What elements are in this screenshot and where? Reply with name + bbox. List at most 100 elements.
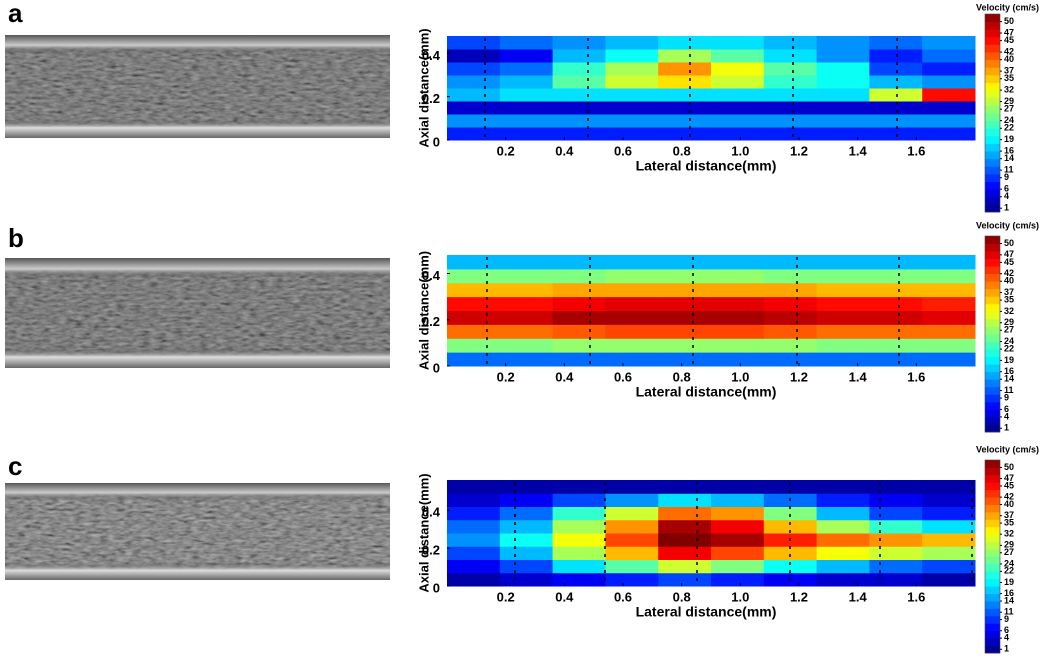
heat-cell — [499, 519, 554, 534]
heat-cell — [922, 296, 976, 311]
heat-cell — [447, 506, 501, 521]
panel-letter: b — [8, 223, 24, 253]
heat-cell — [552, 338, 606, 353]
heat-cell — [605, 559, 659, 574]
colorbar-tick-label: 37 — [1004, 287, 1014, 297]
heat-cell — [922, 268, 976, 284]
heat-cell — [447, 533, 501, 547]
heat-cell — [922, 75, 976, 89]
colorbar-tick-label: 14 — [1004, 374, 1014, 384]
heat-cell — [552, 49, 606, 63]
heat-cell — [763, 296, 818, 311]
colorbar-frame — [984, 459, 1001, 654]
heat-cell — [605, 255, 659, 270]
heat-cell — [552, 559, 606, 574]
colorbar-tick-label: 37 — [1004, 510, 1014, 520]
heat-cell — [816, 49, 870, 63]
colorbar-tick-label: 42 — [1004, 491, 1014, 501]
heat-cell — [552, 114, 606, 128]
heat-cell — [447, 296, 501, 311]
heat-cell — [711, 114, 765, 128]
x-tick-label: 1.6 — [907, 143, 925, 158]
heat-cell — [499, 338, 554, 353]
colorbar-step — [985, 349, 1000, 358]
colorbar-tick-label: 24 — [1004, 558, 1014, 568]
heat-cell — [869, 546, 923, 560]
heat-cell — [816, 36, 870, 50]
heat-cell — [922, 352, 976, 367]
heat-cell — [605, 49, 659, 63]
heat-cell — [658, 533, 712, 547]
heat-cell — [711, 282, 765, 298]
colorbar-tick-label: 45 — [1004, 480, 1014, 490]
heat-cell — [711, 49, 765, 63]
heat-cell — [447, 127, 501, 141]
heat-cell — [499, 36, 554, 50]
heat-cell — [816, 572, 870, 587]
x-tick-label: 0.8 — [673, 369, 691, 384]
heat-cell — [869, 114, 923, 128]
heat-cell — [552, 324, 606, 339]
heat-cell — [605, 101, 659, 115]
colorbar-step — [985, 181, 1000, 190]
heat-cell — [605, 572, 659, 587]
colorbar-step — [985, 401, 1000, 410]
colorbar-tick-label: 50 — [1004, 16, 1014, 26]
heat-cell — [605, 338, 659, 353]
heat-cell — [869, 310, 923, 325]
heat-cell — [763, 506, 818, 521]
heat-cell — [922, 572, 976, 587]
heat-cell — [447, 546, 501, 560]
heat-cell — [658, 282, 712, 298]
heat-cell — [816, 310, 870, 325]
heat-cell — [711, 324, 765, 339]
heat-cell — [869, 480, 923, 494]
heat-cell — [763, 127, 818, 141]
heat-cell — [763, 36, 818, 50]
heat-cell — [711, 338, 765, 353]
colorbar-tick-label: 16 — [1004, 145, 1014, 155]
y-tick-label: 0.2 — [422, 543, 440, 558]
colorbar-step — [985, 251, 1000, 260]
heat-cell — [869, 533, 923, 547]
colorbar-tick-label: 22 — [1004, 343, 1014, 353]
heat-cell — [605, 506, 659, 521]
heat-cell — [499, 572, 554, 587]
heat-cell — [658, 506, 712, 521]
colorbar-tick-label: 24 — [1004, 336, 1014, 346]
heat-cell — [552, 75, 606, 89]
colorbar-tick-label: 1 — [1004, 644, 1009, 654]
heat-cell — [605, 519, 659, 534]
colorbar-tick-label: 9 — [1004, 614, 1009, 624]
colorbar-step — [985, 97, 1000, 106]
heat-cell — [869, 296, 923, 311]
vessel-wall — [5, 35, 390, 138]
colorbar-step — [985, 303, 1000, 312]
heat-cell — [499, 88, 554, 102]
heat-cell — [658, 296, 712, 311]
colorbar-step — [985, 519, 1000, 528]
heat-cell — [763, 282, 818, 298]
heat-cell — [869, 506, 923, 521]
heat-cell — [552, 127, 606, 141]
heat-cell — [658, 572, 712, 587]
x-tick-label: 1.4 — [849, 369, 868, 384]
heat-cell — [552, 310, 606, 325]
heat-cell — [658, 127, 712, 141]
colorbar-tick-label: 16 — [1004, 588, 1014, 598]
heat-cell — [552, 268, 606, 284]
x-tick-label: 0.4 — [555, 589, 574, 604]
heat-cell — [711, 255, 765, 270]
heat-cell — [447, 310, 501, 325]
colorbar-step — [985, 541, 1000, 550]
x-tick-label: 0.2 — [497, 143, 515, 158]
heat-cell — [869, 572, 923, 587]
heat-cell — [869, 282, 923, 298]
heat-cell — [816, 101, 870, 115]
heat-cell — [447, 62, 501, 76]
panel-letter: c — [8, 451, 22, 481]
heat-cell — [711, 127, 765, 141]
colorbar-step — [985, 482, 1000, 491]
heat-cell — [605, 296, 659, 311]
colorbar-step — [985, 504, 1000, 513]
